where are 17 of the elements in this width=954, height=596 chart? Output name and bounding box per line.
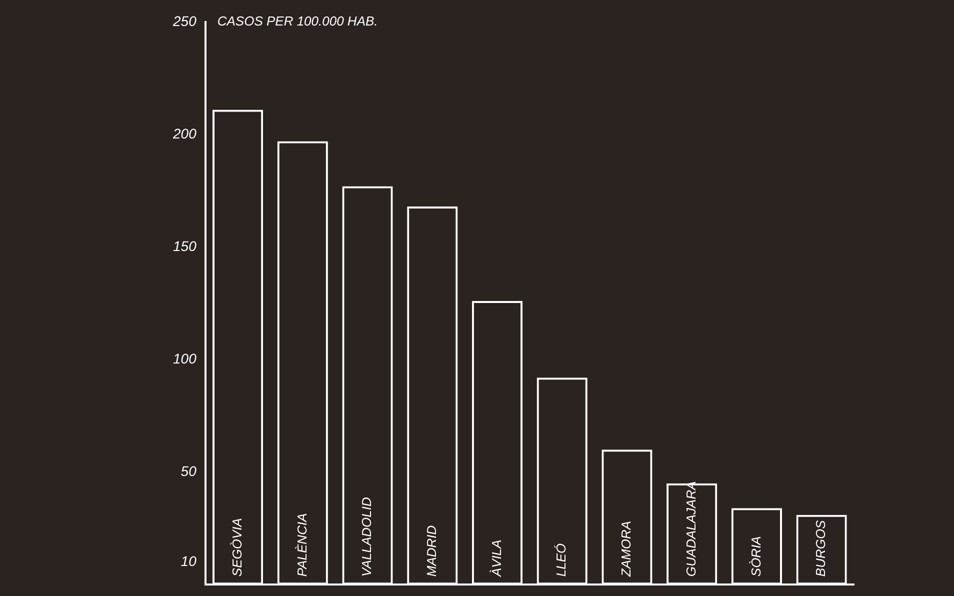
y-tick-label: 150: [173, 238, 197, 254]
x-tick-label: PALÈNCIA: [294, 513, 310, 577]
y-tick-label: 50: [180, 462, 197, 479]
y-tick-label: 10: [180, 552, 197, 569]
y-tick-label: 200: [172, 125, 197, 142]
x-tick-label: SÒRIA: [748, 536, 764, 577]
x-tick-label: BURGOS: [813, 520, 828, 577]
x-tick-label: SEGÒVIA: [229, 518, 244, 577]
x-tick-label: ZAMORA: [618, 520, 634, 578]
x-tick-label: VALLADOLID: [359, 497, 374, 577]
x-tick-label: ÀVILA: [488, 540, 504, 578]
y-axis-title: CASOS PER 100.000 HAB.: [217, 14, 378, 29]
y-tick-label: 250: [172, 12, 197, 29]
x-tick-label: GUADALAJARA: [683, 481, 698, 577]
x-tick-label: MADRID: [424, 525, 439, 577]
x-tick-label: LLEÓ: [554, 543, 569, 577]
y-tick-label: 100: [173, 350, 197, 366]
